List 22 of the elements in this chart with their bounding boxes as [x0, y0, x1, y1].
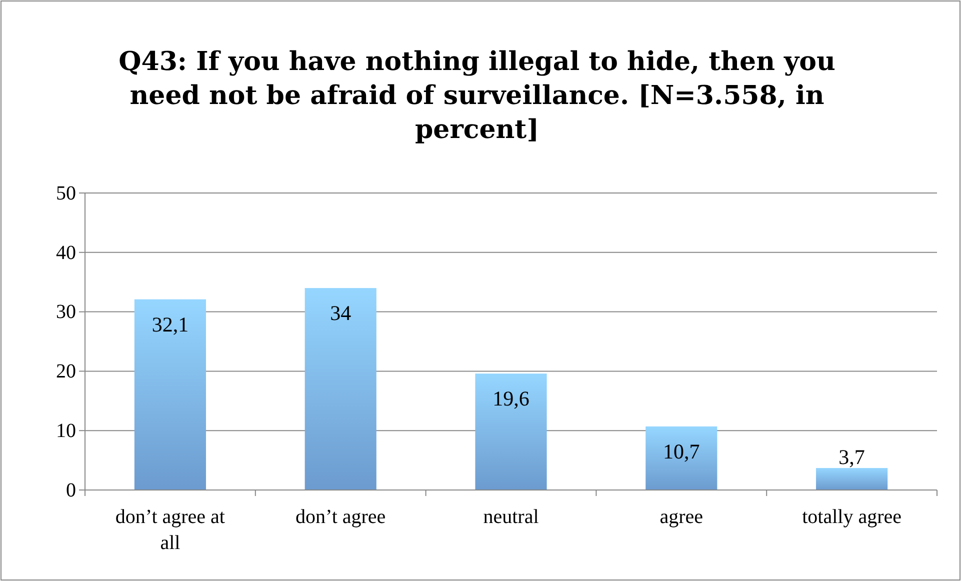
- y-tick-label: 10: [56, 420, 76, 442]
- bar: [134, 299, 206, 490]
- data-label: 10,7: [663, 439, 700, 464]
- x-tick-label: don’t agree at all: [115, 506, 226, 554]
- y-tick-label: 20: [56, 360, 76, 383]
- bar: [816, 468, 888, 490]
- y-tick-label: 30: [56, 301, 76, 324]
- bar: [304, 288, 376, 490]
- y-tick-label: 40: [56, 242, 76, 264]
- bar: [475, 374, 547, 490]
- data-label: 34: [330, 301, 352, 326]
- chart-title: Q43: If you have nothing illegal to hide, then you need not be afraid of surveillance. [N=3.558, in percent]: [118, 47, 836, 145]
- y-tick-label: 50: [56, 182, 76, 204]
- x-tick-label: totally agree: [802, 506, 902, 528]
- x-tick-label: agree: [660, 506, 704, 528]
- data-label: 19,6: [492, 386, 530, 411]
- data-label: 3,7: [838, 445, 865, 470]
- x-tick-label: don’t agree: [296, 506, 386, 528]
- bar: [646, 426, 718, 490]
- data-label: 32,1: [152, 312, 189, 336]
- y-tick-label: 0: [66, 479, 76, 502]
- x-tick-label: neutral: [483, 506, 540, 528]
